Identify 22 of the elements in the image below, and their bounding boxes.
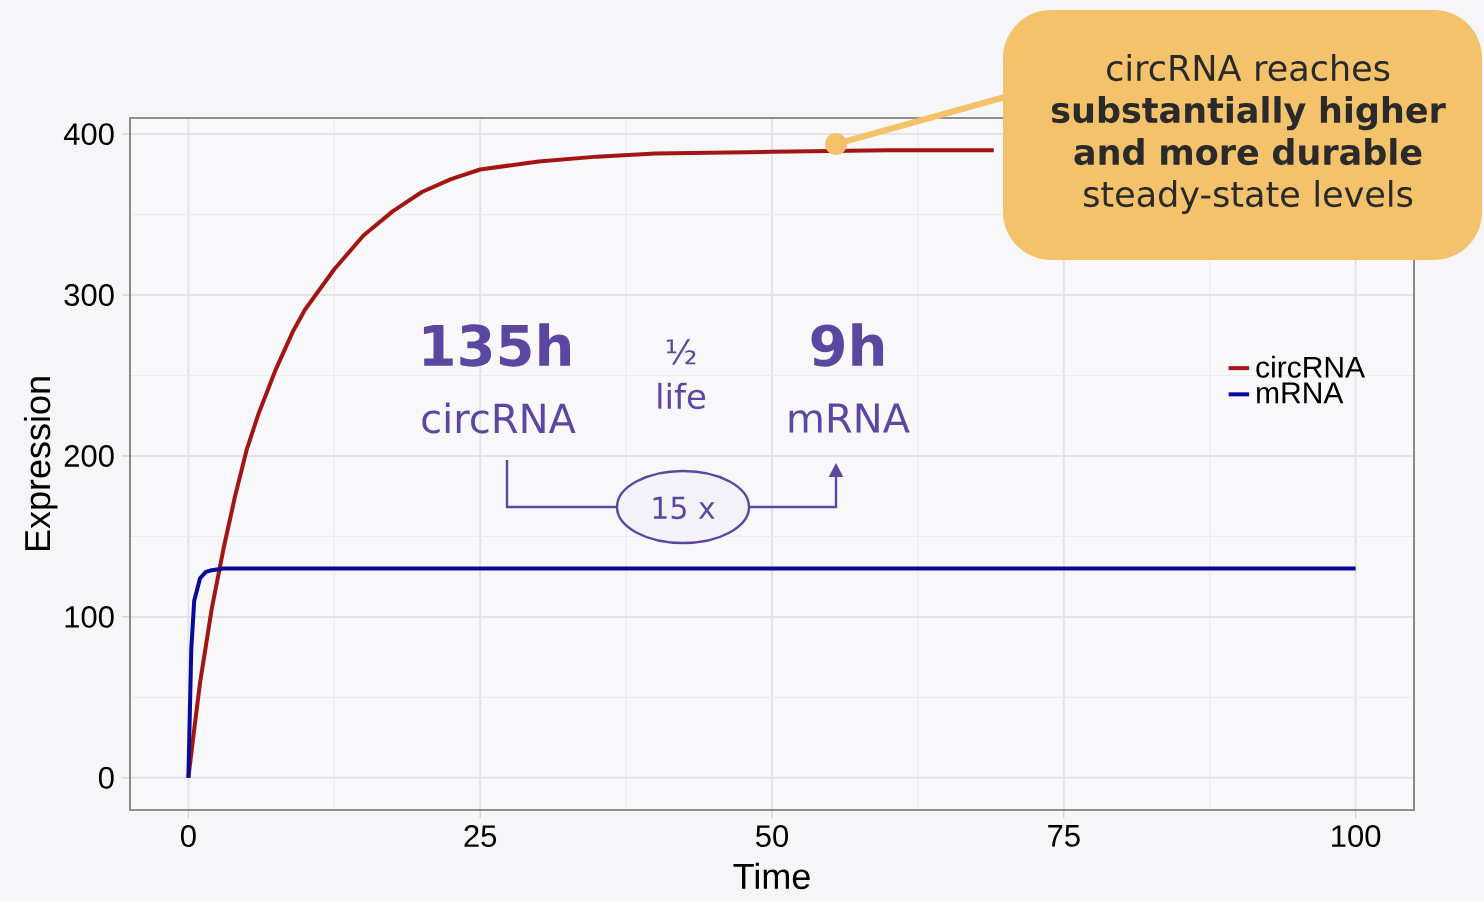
x-tick-label: 0 [180, 825, 196, 848]
y-tick-label: 400 [63, 123, 114, 146]
annotation: 15 x [653, 496, 715, 520]
annotation: mRNA [789, 403, 910, 433]
x-tick-label: 100 [1332, 825, 1381, 848]
annotation: life [658, 382, 706, 410]
x-tick-label: 75 [1048, 825, 1080, 847]
legend-label: circRNA [1256, 355, 1366, 378]
annotation: circRNA reaches substantially higher and more durable steady-state levels [1052, 54, 1446, 214]
x-axis-title: Time [733, 862, 810, 890]
x-tick-label: 50 [756, 825, 789, 848]
y-tick-label: 0 [98, 766, 114, 789]
annotation: circRNA [422, 402, 576, 434]
annotation: ½ [666, 339, 696, 365]
annotation: 135h [423, 323, 571, 367]
legend-label: mRNA [1257, 382, 1344, 404]
y-tick-label: 300 [64, 284, 114, 307]
y-tick-label: 200 [64, 444, 114, 467]
y-tick-label: 100 [65, 605, 114, 628]
x-tick-label: 25 [464, 825, 497, 848]
annotation: 9h [811, 323, 884, 367]
y-axis-title: Expression [23, 377, 58, 551]
